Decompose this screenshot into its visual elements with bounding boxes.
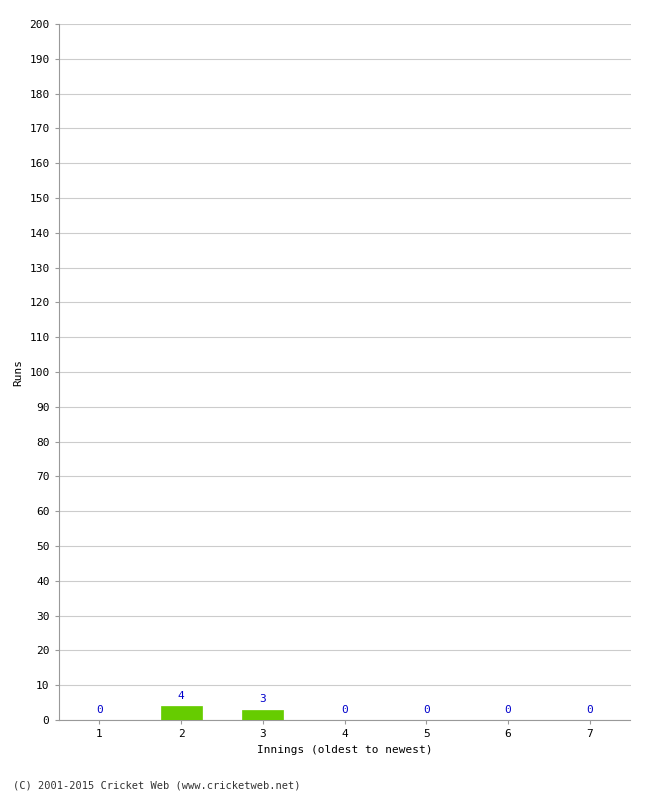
Text: 0: 0 xyxy=(504,705,512,714)
Text: 0: 0 xyxy=(423,705,430,714)
Text: (C) 2001-2015 Cricket Web (www.cricketweb.net): (C) 2001-2015 Cricket Web (www.cricketwe… xyxy=(13,781,300,790)
Text: 3: 3 xyxy=(259,694,266,704)
Text: 0: 0 xyxy=(586,705,593,714)
Y-axis label: Runs: Runs xyxy=(14,358,23,386)
Bar xyxy=(242,710,283,720)
Text: 0: 0 xyxy=(341,705,348,714)
Text: 0: 0 xyxy=(96,705,103,714)
Bar xyxy=(161,706,202,720)
X-axis label: Innings (oldest to newest): Innings (oldest to newest) xyxy=(257,745,432,754)
Text: 4: 4 xyxy=(177,691,185,701)
